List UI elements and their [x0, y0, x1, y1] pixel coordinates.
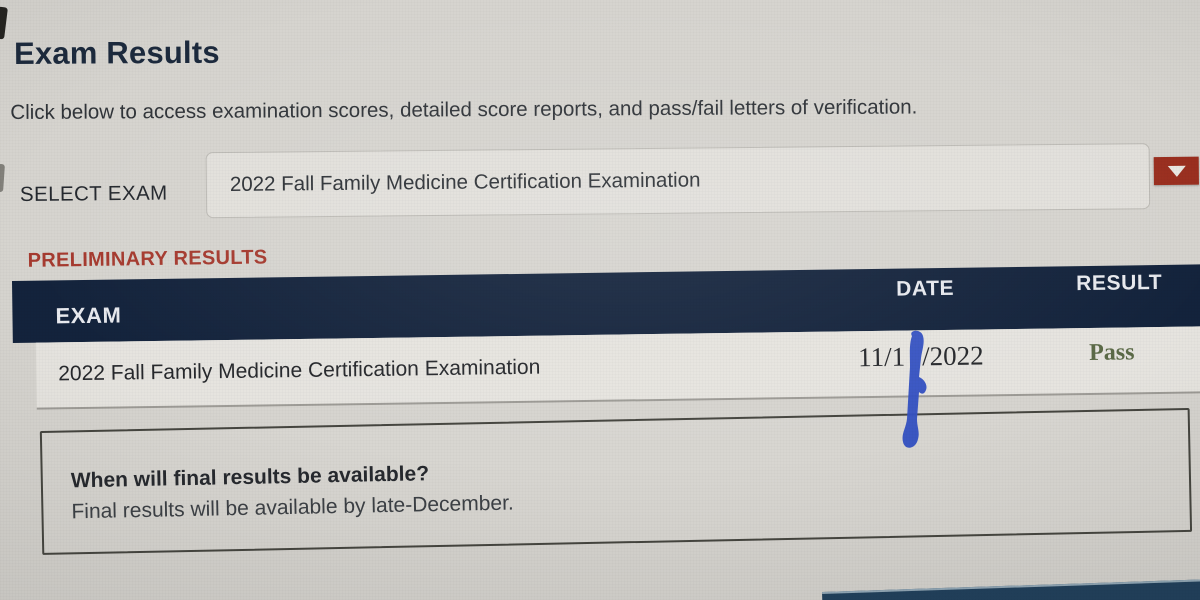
row-date-cell: 11/1/2022 — [857, 340, 984, 373]
screen-bezel-smudge — [0, 163, 5, 193]
exam-select-value: 2022 Fall Family Medicine Certification … — [229, 168, 701, 196]
preliminary-results-heading: PRELIMINARY RESULTS — [27, 246, 268, 272]
final-results-info-box: When will final results be available? Fi… — [39, 407, 1193, 555]
column-header-result: RESULT — [1075, 270, 1163, 296]
row-result-cell: Pass — [1088, 339, 1135, 366]
column-header-exam: EXAM — [55, 302, 122, 329]
intro-text: Click below to access examination scores… — [10, 95, 918, 125]
triangle-down-icon — [1167, 165, 1186, 177]
screen-bezel-notch — [0, 6, 8, 40]
next-section-bar — [822, 578, 1200, 600]
info-section: When will final results be available? Fi… — [0, 0, 1193, 555]
dropdown-arrow-button[interactable] — [1153, 156, 1199, 186]
row-exam-cell: 2022 Fall Family Medicine Certification … — [58, 355, 541, 386]
select-exam-label: SELECT EXAM — [19, 181, 168, 206]
column-header-date: DATE — [896, 276, 955, 301]
exam-select-dropdown[interactable]: 2022 Fall Family Medicine Certification … — [205, 143, 1151, 219]
page-title: Exam Results — [13, 34, 220, 71]
